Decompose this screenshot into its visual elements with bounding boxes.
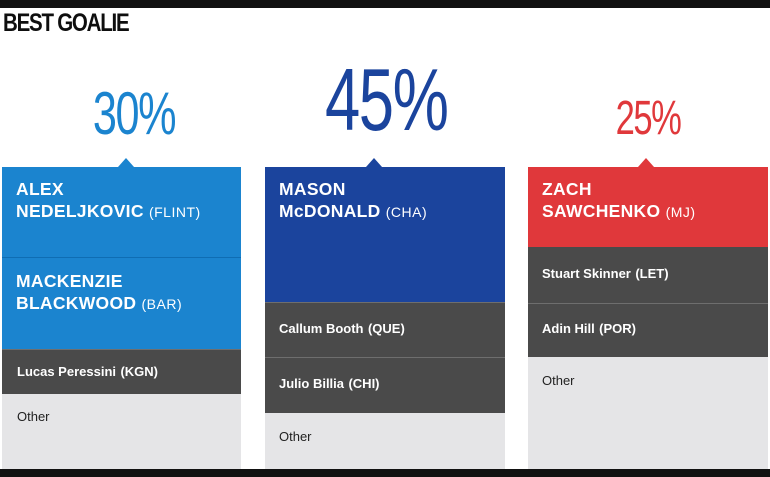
- percent-label-1: 30%: [92, 80, 177, 147]
- other-cell: Other: [528, 357, 768, 469]
- bottom-rule: [0, 469, 770, 477]
- column-2: MASON McDONALD (CHA) Callum Booth (QUE) …: [265, 167, 505, 469]
- percent-label-2: 45%: [325, 50, 449, 149]
- other-cell: Other: [265, 413, 505, 469]
- leader-name: ZACH SAWCHENKO (MJ): [542, 179, 696, 221]
- column-pointer-2: [366, 158, 382, 167]
- leader-name: MACKENZIE BLACKWOOD (BAR): [16, 271, 183, 313]
- other-cell: Other: [2, 394, 241, 469]
- top-rule: [0, 0, 770, 8]
- column-pointer-1: [118, 158, 134, 167]
- leader-cell: ZACH SAWCHENKO (MJ): [528, 167, 768, 247]
- percent-label-3: 25%: [615, 92, 682, 145]
- candidate-cell: Callum Booth (QUE): [265, 302, 505, 357]
- leader-cell: MASON McDONALD (CHA): [265, 167, 505, 302]
- leader-name: MASON McDONALD (CHA): [279, 179, 428, 221]
- candidate-cell: Adin Hill (POR): [528, 303, 768, 357]
- leader-cell: MACKENZIE BLACKWOOD (BAR): [2, 257, 241, 349]
- column-3: ZACH SAWCHENKO (MJ) Stuart Skinner (LET)…: [528, 167, 768, 469]
- candidate-cell: Stuart Skinner (LET): [528, 247, 768, 303]
- column-pointer-3: [638, 158, 654, 167]
- column-1: ALEX NEDELJKOVIC (FLINT) MACKENZIE BLACK…: [2, 167, 241, 469]
- chart-title: BEST GOALIE: [3, 9, 130, 37]
- leader-cell: ALEX NEDELJKOVIC (FLINT): [2, 167, 241, 257]
- leader-name: ALEX NEDELJKOVIC (FLINT): [16, 179, 201, 221]
- candidate-cell: Lucas Peressini (KGN): [2, 349, 241, 394]
- candidate-cell: Julio Billia (CHI): [265, 357, 505, 413]
